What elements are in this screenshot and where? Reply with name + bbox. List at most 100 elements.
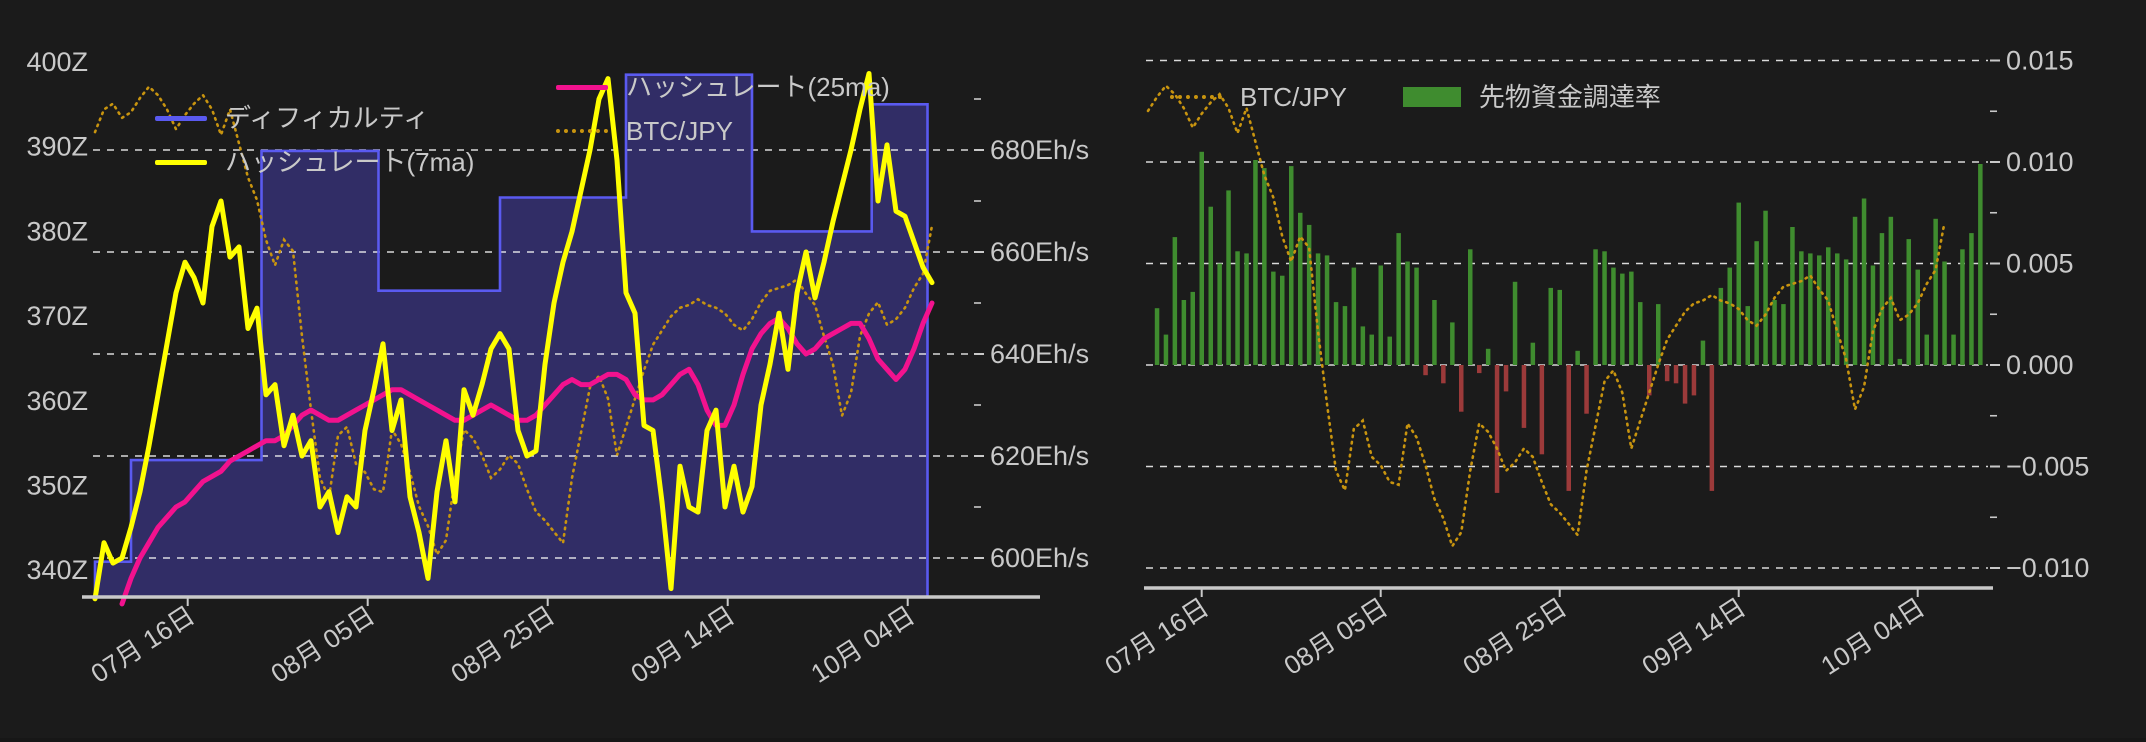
funding-bar [1485,348,1491,365]
svg-text:−0.010: −0.010 [2006,553,2089,583]
btcjpy-dotted-swatch-left [556,129,608,133]
right-chart-axes: 0.015 0.010 0.005 0.000 −0.005 −0.010 [1144,46,2089,590]
funding-bar [1638,302,1643,365]
funding-bar [1664,365,1670,382]
funding-bar [1208,206,1213,365]
funding-bar [1378,265,1383,365]
funding-bar [1673,365,1679,384]
funding-bar [1915,269,1920,365]
svg-text:360Z: 360Z [26,386,88,416]
legend-label-difficulty: ディフィカルティ [225,103,430,133]
funding-bar [1656,304,1661,365]
funding-bar [1745,306,1750,365]
funding-bar [1262,168,1267,365]
funding-bar [1584,365,1589,414]
svg-text:0.015: 0.015 [2006,46,2074,76]
funding-bar [1611,267,1616,365]
funding-bar [1790,227,1795,365]
left-chart-axes: 400Z 390Z 380Z 370Z 360Z 350Z 340Z 680Eh/s 660Eh… [26,47,1089,599]
svg-text:07月 16日: 07月 16日 [85,600,200,689]
funding-bar [1342,306,1348,365]
funding-bar [1620,273,1625,365]
legend-item-hashrate7: ハッシュレート(7ma) [155,145,474,179]
funding-bar [1226,190,1231,365]
funding-bar [1709,365,1715,491]
svg-text:340Z: 340Z [26,555,88,585]
funding-bar [1414,267,1419,365]
funding-bar [1835,253,1840,365]
svg-text:390Z: 390Z [26,132,88,162]
svg-text:−0.005: −0.005 [2006,452,2089,482]
funding-bar [1369,334,1374,365]
funding-bar [1181,300,1187,365]
hashrate7-line-swatch [155,159,207,165]
legend-item-hashrate25: ハッシュレート(25ma) [556,70,890,104]
funding-bar [1736,202,1741,365]
funding-bar [1763,210,1768,365]
svg-text:660Eh/s: 660Eh/s [990,237,1089,267]
funding-bar [1280,275,1285,365]
right-chart-date-labels: 07月 16日 08月 05日 08月 25日 09月 14日 10月 04日 [1099,588,1930,681]
funding-bar [1172,237,1178,365]
svg-text:10月 04日: 10月 04日 [805,600,920,689]
legend-label-funding-rate: 先物資金調達率 [1478,82,1661,112]
funding-bar [1521,365,1527,428]
funding-bar [1351,267,1357,365]
svg-text:620Eh/s: 620Eh/s [990,441,1089,471]
funding-bar [1235,251,1240,365]
funding-bar [1253,160,1258,365]
funding-bar [1566,365,1571,491]
series-difficulty-line [93,73,929,597]
funding-bar [1978,164,1983,365]
svg-text:680Eh/s: 680Eh/s [990,135,1089,165]
svg-text:600Eh/s: 600Eh/s [990,543,1089,573]
funding-bar [1244,253,1249,365]
funding-bar [1199,151,1204,365]
funding-bar [1557,289,1562,365]
funding-bar [1441,365,1446,384]
funding-bar [1924,334,1929,365]
funding-bar [1154,308,1160,365]
series-hashrate7-path [92,71,935,602]
svg-text:370Z: 370Z [26,301,88,331]
svg-text:09月 14日: 09月 14日 [1636,592,1751,681]
legend-label-hashrate25: ハッシュレート(25ma) [626,72,890,102]
series-hashrate25-path [119,300,935,607]
funding-bar [1799,251,1804,365]
funding-bar [1817,255,1822,365]
funding-bar [1593,249,1598,365]
funding-bar [1387,336,1392,365]
funding-bar [1808,253,1813,365]
funding-bar [1539,365,1545,455]
series-btcjpy-right-path [1146,83,1946,550]
funding-bar [1396,233,1401,365]
svg-text:0.010: 0.010 [2006,147,2074,177]
svg-text:09月 14日: 09月 14日 [625,600,740,689]
funding-bar [1718,287,1724,365]
funding-bar [1602,251,1607,365]
funding-bar [1333,302,1339,365]
funding-bar [1503,365,1509,392]
funding-bar [1754,241,1759,365]
funding-bar [1432,300,1437,365]
funding-bar [1217,263,1222,365]
legend-item-btcjpy-left: BTC/JPY [556,114,890,148]
funding-bar [1324,255,1330,365]
legend-item-difficulty: ディフィカルティ [155,101,474,135]
svg-text:0.005: 0.005 [2006,249,2074,279]
funding-bar [1969,233,1974,365]
funding-bar [1951,334,1956,365]
funding-bar [1190,291,1195,365]
funding-bar [1575,350,1580,365]
funding-bar [1405,261,1410,365]
series-hashrate25 [119,300,935,607]
series-btcjpy-right [1146,83,1946,550]
funding-bar [1459,365,1464,412]
btcjpy-dotted-swatch-right [1170,95,1222,99]
funding-bar [1629,271,1634,365]
funding-bar [1468,249,1473,365]
series-difficulty [93,73,929,597]
funding-bar [1691,365,1697,396]
